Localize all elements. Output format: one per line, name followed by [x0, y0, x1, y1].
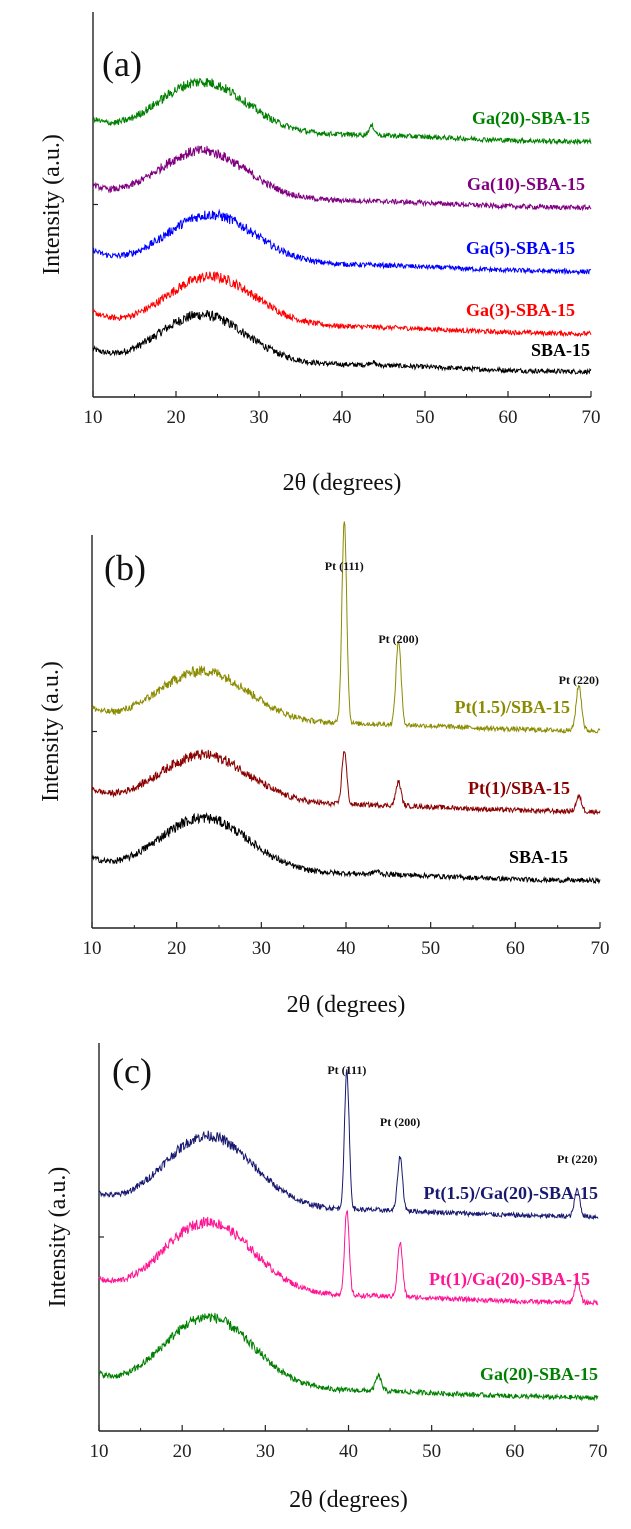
x-axis-title: 2θ (degrees): [283, 470, 402, 496]
series-line: [92, 145, 592, 212]
series-line: [91, 749, 601, 816]
x-tick-label: 60: [505, 1441, 524, 1462]
series-label: Ga(20)-SBA-15: [480, 1364, 598, 1385]
x-tick-label: 10: [84, 407, 103, 428]
x-tick-label: 10: [90, 1441, 109, 1462]
x-tick-label: 60: [506, 938, 525, 959]
x-tick-label: 20: [167, 938, 186, 959]
series-line: [98, 1209, 599, 1307]
series-label: SBA-15: [509, 847, 568, 867]
series-line: [91, 811, 601, 885]
y-axis-title: Intensity (a.u.): [45, 1167, 71, 1308]
series-line: [98, 1069, 599, 1221]
series-line: [98, 1312, 599, 1402]
x-tick-label: 70: [589, 1441, 608, 1462]
panel-label: (b): [104, 548, 146, 588]
peak-annotation: Pt (200): [380, 1115, 420, 1129]
x-tick-label: 60: [499, 407, 518, 428]
series-label: Pt(1.5)/SBA-15: [455, 697, 571, 718]
series-label: Pt(1.5)/Ga(20)-SBA-15: [424, 1183, 598, 1204]
series-label: Ga(3)-SBA-15: [466, 300, 575, 321]
peak-annotation: Pt (111): [327, 1063, 366, 1077]
y-axis-title: Intensity (a.u.): [38, 661, 64, 802]
series-line: [92, 77, 592, 146]
x-tick-label: 30: [256, 1441, 275, 1462]
panel-label: (a): [102, 44, 142, 84]
x-tick-label: 40: [339, 1441, 358, 1462]
series-label: Pt(1)/Ga(20)-SBA-15: [429, 1269, 590, 1290]
x-tick-label: 50: [416, 407, 435, 428]
x-tick-label: 40: [333, 407, 352, 428]
peak-annotation: Pt (200): [378, 632, 418, 646]
x-tick-label: 70: [582, 407, 601, 428]
x-tick-label: 70: [591, 938, 610, 959]
series-label: Pt(1)/SBA-15: [468, 778, 570, 799]
panel-a: 10 20 30 40 50 60 70 2θ (degrees) Intensity (a.u…: [39, 12, 601, 496]
series-label: Ga(5)-SBA-15: [466, 238, 575, 259]
x-tick-label: 30: [252, 938, 271, 959]
x-tick-label: 10: [83, 938, 102, 959]
x-axis-title: 2θ (degrees): [289, 1487, 408, 1513]
y-axis-title: Intensity (a.u.): [39, 134, 65, 275]
x-tick-label: 40: [337, 938, 356, 959]
panel-c: 10 20 30 40 50 60 70 2θ (degrees) Intensity (a.u…: [45, 1043, 608, 1513]
x-tick-label: 50: [421, 938, 440, 959]
series-label: Ga(10)-SBA-15: [467, 174, 585, 195]
series-line: [92, 310, 592, 375]
peak-annotation: Pt (220): [557, 1152, 597, 1166]
x-tick-label: 20: [173, 1441, 192, 1462]
series-label: Ga(20)-SBA-15: [472, 108, 590, 129]
series-line: [92, 208, 592, 276]
x-tick-label: 30: [250, 407, 269, 428]
x-tick-label: 20: [167, 407, 186, 428]
peak-annotation: Pt (111): [325, 559, 364, 573]
peak-annotation: Pt (220): [559, 673, 599, 687]
x-axis-title: 2θ (degrees): [287, 992, 406, 1018]
series-line: [92, 271, 592, 338]
panel-label: (c): [112, 1051, 152, 1091]
series-label: SBA-15: [531, 340, 590, 360]
series-line: [91, 521, 601, 734]
x-tick-label: 50: [422, 1441, 441, 1462]
panel-b: 10 20 30 40 50 60 70 2θ (degrees) Intensity (a.u…: [38, 521, 610, 1018]
